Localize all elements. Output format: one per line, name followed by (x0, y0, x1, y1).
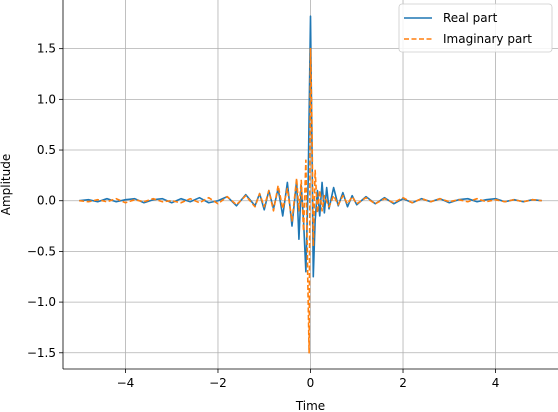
ticks: −4 −2 0 2 4 −1.5 −1.0 −0.5 0.0 0.5 1.0 1.5 (27, 42, 500, 390)
x-axis-label: Time (295, 399, 325, 412)
x-tick-label: −2 (209, 376, 227, 390)
legend: Real part Imaginary part (398, 3, 553, 53)
x-tick-label: 4 (492, 376, 500, 390)
y-tick-label: 0.0 (37, 194, 56, 208)
y-tick-label: 1.0 (37, 92, 56, 106)
y-tick-label: −0.5 (27, 244, 56, 258)
legend-box (398, 3, 553, 53)
y-tick-label: −1.5 (27, 346, 56, 360)
legend-entry-label: Real part (443, 11, 498, 25)
y-axis-label: Amplitude (0, 154, 13, 216)
x-tick-label: −4 (117, 376, 135, 390)
y-tick-label: −1.0 (27, 295, 56, 309)
series-lines (79, 15, 542, 354)
y-tick-label: 1.5 (37, 42, 56, 56)
x-tick-label: 0 (307, 376, 315, 390)
y-tick-label: 0.5 (37, 143, 56, 157)
legend-entry-label: Imaginary part (443, 32, 532, 46)
series-line-imaginary-part (79, 47, 542, 354)
x-tick-label: 2 (399, 376, 407, 390)
